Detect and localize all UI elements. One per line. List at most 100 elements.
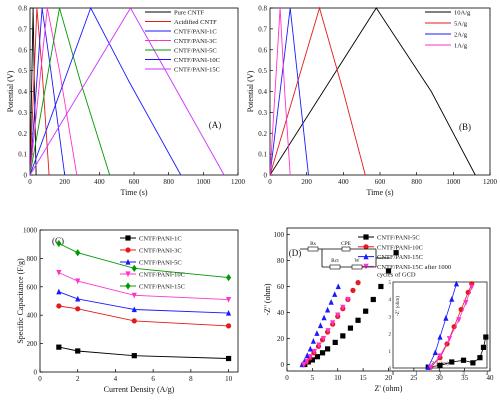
legend-label-0: CNTF/PANI-5C [377, 235, 420, 242]
legend-label-2: CNTF/PANI-1C [174, 29, 217, 36]
y-axis-label: -Z'' (ohm) [263, 283, 272, 315]
series-marker-2 [335, 283, 341, 290]
circuit-label-rs: Rs [310, 241, 316, 247]
series-line-2 [58, 291, 229, 314]
y-tick-label: 0 [281, 361, 285, 369]
legend-marker-0 [125, 235, 131, 241]
series-marker-3 [301, 361, 307, 368]
inset-series-marker-2 [449, 296, 455, 302]
panel-label: (B) [459, 122, 471, 132]
x-tick-label: 6 [151, 375, 155, 383]
inset-y-axis-label: -Z'' (ohm) [396, 296, 401, 316]
inset-y-tick-label: 5 [389, 281, 392, 286]
series-marker-2 [314, 330, 320, 336]
series-marker-1 [75, 306, 81, 312]
x-tick-label: 30 [436, 374, 444, 382]
y-tick-label: 0.4 [258, 88, 267, 96]
inset-series-marker-0 [470, 360, 476, 366]
inset-y-tick-label: 0 [389, 367, 392, 372]
y-tick-label: 0 [34, 369, 38, 377]
panel-1: 0 200 400 600 800 1000 1200 0 0.1 0.2 0.3 0.4 0.5 0.6… [246, 5, 498, 198]
x-tick-label: 4 [114, 375, 118, 383]
legend-label-1: Acidified CNTF [174, 19, 217, 26]
y-tick-label: 0.7 [258, 25, 267, 33]
series-line-1 [58, 305, 229, 327]
y-tick-label: 0 [24, 172, 28, 180]
series-marker-2 [307, 345, 313, 352]
x-tick-label: 400 [338, 178, 349, 186]
inset-series-marker-0 [483, 334, 489, 340]
x-tick-label: 1000 [196, 178, 211, 186]
legend-label-1: CNTF/PANI-10C [377, 244, 423, 251]
legend-marker-3 [125, 271, 131, 278]
circuit-resistor-rct [329, 264, 341, 270]
y-axis-label: Potential (V) [6, 70, 15, 112]
legend-label-2: CNTF/PANI-5C [139, 260, 182, 267]
series-line-0 [58, 346, 229, 359]
inset-y-tick-label: 4 [389, 298, 392, 303]
series-marker-1 [56, 303, 62, 309]
inset-series-marker-3 [463, 300, 469, 306]
series-marker-3 [307, 354, 313, 360]
x-tick-label: 8 [189, 375, 193, 383]
x-tick-label: 10 [225, 375, 233, 383]
inset-series-marker-0 [449, 359, 455, 365]
series-marker-3 [75, 278, 81, 285]
inset-series-marker-2 [437, 333, 443, 340]
series-marker-2 [304, 352, 310, 358]
series-marker-3 [335, 312, 341, 319]
legend-label-3: CNTF/PANI-3C [174, 38, 217, 45]
x-axis-label: Time (s) [366, 188, 393, 197]
series-line-0 [269, 7, 476, 176]
inset-y-tick-label: 2 [389, 333, 392, 338]
inset-series-marker-3 [456, 317, 462, 323]
inset-series-line-3 [430, 287, 473, 368]
series-marker-0 [370, 296, 376, 303]
inset-series-marker-2 [453, 280, 460, 287]
inset-series-marker-0 [460, 357, 467, 363]
circuit-label-cpe: CPE [341, 241, 352, 247]
series-marker-2 [310, 338, 316, 344]
series-marker-0 [340, 333, 346, 339]
legend-marker-2 [125, 258, 131, 265]
series-line-3 [269, 7, 291, 176]
inset-series-marker-3 [428, 364, 434, 371]
legend-label-4: CNTF/PANI-5C [174, 48, 217, 55]
series-marker-2 [321, 314, 327, 321]
x-tick-label: 0 [285, 374, 289, 382]
y-tick-label: 0.8 [258, 5, 267, 13]
series-marker-2 [317, 322, 324, 329]
y-tick-label: 60 [277, 283, 285, 291]
y-tick-label: 0.3 [18, 109, 27, 117]
series-marker-1 [355, 280, 361, 286]
plot-frame [39, 229, 239, 373]
inset-y-tick-label: 1 [389, 350, 392, 355]
inset-x-tick-label: 1 [415, 372, 418, 377]
legend-label-1: CNTF/PANI-3C [139, 248, 182, 255]
series-marker-0 [319, 350, 326, 356]
legend-label-3: CNTF/PANI-15C after 1000 [377, 264, 451, 271]
inset-x-tick-label: 0 [392, 372, 395, 377]
series-marker-1 [350, 287, 356, 293]
series-marker-1 [225, 323, 232, 329]
y-tick-label: 0.5 [18, 67, 27, 75]
y-tick-label: 400 [27, 312, 38, 320]
series-line-4 [58, 243, 229, 279]
series-marker-3 [345, 296, 351, 303]
y-tick-label: 1000 [23, 227, 38, 235]
inset-series-marker-0 [477, 355, 483, 361]
inset-series-marker-2 [425, 364, 431, 370]
x-tick-label: 20 [385, 374, 393, 382]
x-tick-label: 1200 [231, 178, 246, 186]
series-marker-4 [56, 239, 62, 248]
series-marker-2 [225, 309, 232, 316]
x-tick-label: 2 [76, 375, 80, 383]
series-marker-2 [328, 299, 334, 305]
legend-label-3: CNTF/PANI-10C [139, 272, 185, 279]
inset-x-tick-label: 2 [439, 372, 442, 377]
series-marker-0 [332, 339, 338, 345]
series-line-5 [29, 6, 182, 176]
x-tick-label: 1000 [446, 178, 461, 186]
series-marker-3 [325, 328, 331, 334]
